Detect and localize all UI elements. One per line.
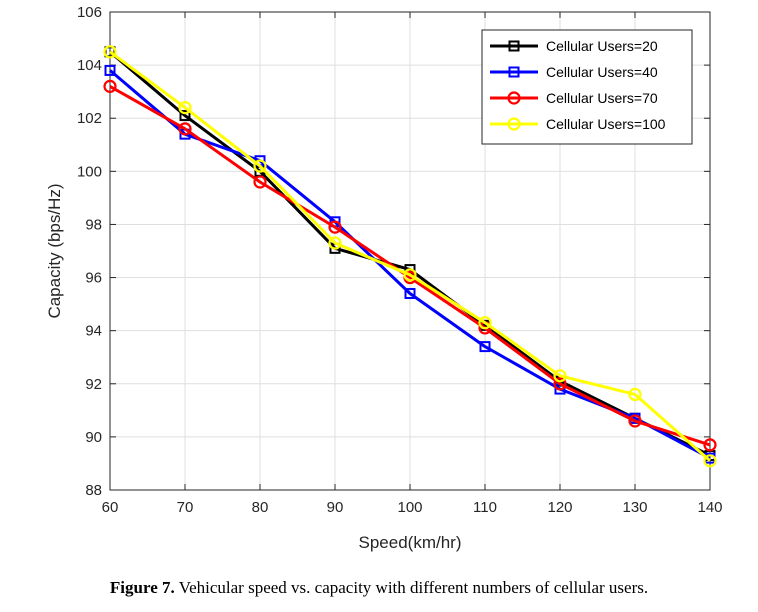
x-tick-label: 90 bbox=[327, 499, 344, 516]
caption-text: Vehicular speed vs. capacity with differ… bbox=[174, 578, 649, 597]
data-point bbox=[478, 316, 492, 330]
data-point bbox=[703, 454, 717, 468]
legend-label: Cellular Users=100 bbox=[546, 116, 666, 132]
data-point bbox=[253, 175, 267, 189]
legend-item: Cellular Users=70 bbox=[490, 90, 658, 106]
series-2 bbox=[103, 79, 717, 452]
y-tick-label: 102 bbox=[77, 110, 102, 127]
y-tick-label: 100 bbox=[77, 163, 102, 180]
x-tick-label: 100 bbox=[397, 499, 422, 516]
y-tick-label: 104 bbox=[77, 57, 102, 74]
legend-item: Cellular Users=20 bbox=[490, 38, 658, 54]
data-point bbox=[104, 64, 116, 76]
legend-swatch-marker bbox=[508, 66, 520, 78]
data-point bbox=[178, 100, 192, 115]
data-point bbox=[553, 369, 567, 383]
data-point bbox=[703, 438, 717, 452]
data-point bbox=[253, 159, 267, 173]
figure-caption: Figure 7. Vehicular speed vs. capacity w… bbox=[0, 578, 758, 598]
series-layer bbox=[103, 45, 717, 468]
figure-label: Figure 7. bbox=[109, 578, 175, 597]
y-tick-label: 92 bbox=[85, 376, 102, 393]
x-tick-label: 60 bbox=[102, 499, 119, 516]
data-point bbox=[404, 287, 416, 299]
legend-swatch-marker bbox=[508, 40, 520, 52]
y-tick-label: 98 bbox=[85, 216, 102, 233]
series-line bbox=[109, 85, 711, 447]
x-tick-label: 130 bbox=[622, 499, 647, 516]
y-tick-label: 94 bbox=[85, 323, 102, 340]
legend-item: Cellular Users=100 bbox=[490, 116, 666, 132]
x-tick-label: 120 bbox=[547, 499, 572, 516]
data-point bbox=[628, 387, 642, 401]
legend-label: Cellular Users=70 bbox=[546, 90, 658, 106]
data-point bbox=[553, 377, 567, 391]
legend: Cellular Users=20 Cellular Users=40 Cellul… bbox=[481, 29, 693, 145]
axes: 60 70 80 90 100 110 120 130 140 88 90 92 94 96 98 100 10… bbox=[77, 4, 723, 516]
data-point bbox=[103, 45, 117, 59]
data-point bbox=[328, 236, 342, 250]
y-tick-label: 106 bbox=[77, 4, 102, 21]
legend-label: Cellular Users=20 bbox=[546, 38, 658, 54]
y-tick-label: 96 bbox=[85, 270, 102, 287]
series-3 bbox=[103, 45, 717, 468]
data-point bbox=[479, 341, 491, 353]
data-point bbox=[103, 79, 117, 93]
legend-label: Cellular Users=40 bbox=[546, 64, 658, 80]
data-point bbox=[628, 414, 642, 428]
legend-swatch-marker bbox=[507, 91, 521, 105]
legend-swatch-marker bbox=[507, 117, 521, 131]
data-point bbox=[328, 220, 342, 234]
x-axis-label: Speed(km/hr) bbox=[359, 533, 462, 552]
series-line bbox=[109, 50, 711, 462]
x-tick-label: 110 bbox=[473, 499, 497, 516]
line-chart: 60 70 80 90 100 110 120 130 140 88 90 92 94 96 98 100 10… bbox=[45, 4, 723, 552]
y-axis-label: Capacity (bps/Hz) bbox=[45, 183, 64, 318]
data-point bbox=[179, 110, 191, 122]
y-tick-label: 88 bbox=[85, 482, 102, 499]
data-point bbox=[178, 122, 192, 136]
data-point bbox=[403, 268, 417, 282]
x-tick-label: 70 bbox=[177, 499, 194, 516]
legend-item: Cellular Users=40 bbox=[490, 64, 658, 80]
y-tick-label: 90 bbox=[85, 429, 102, 446]
x-tick-label: 140 bbox=[697, 499, 722, 516]
x-tick-label: 80 bbox=[252, 499, 269, 516]
